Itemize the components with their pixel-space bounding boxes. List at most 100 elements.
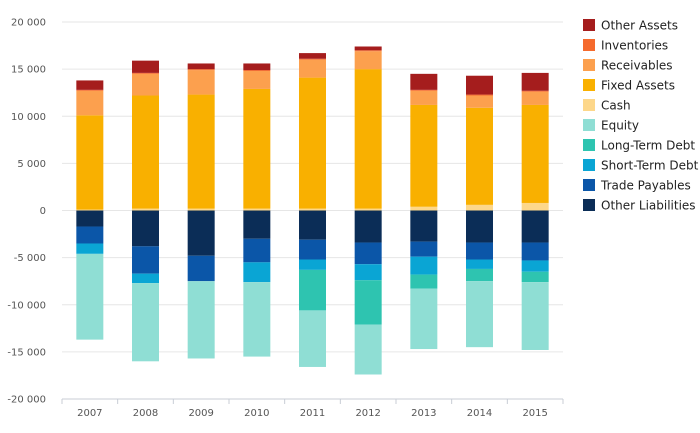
bar-segment-other-liabilities bbox=[243, 210, 271, 239]
legend-item: Equity bbox=[583, 119, 639, 133]
axis-layer: 20 000 15 000 10 000 5 000 0 -5 000 -10 000 -15… bbox=[7, 18, 564, 419]
bar-segment-trade-payables bbox=[299, 239, 326, 260]
y-tick-label: 20 000 bbox=[11, 18, 46, 29]
bar-segment-long-term-debt bbox=[466, 268, 493, 282]
bar-segment-cash bbox=[466, 204, 493, 211]
bar-segment-short-term-debt bbox=[76, 243, 104, 254]
legend-item: Short-Term Debt bbox=[583, 159, 699, 173]
bar-segment-long-term-debt bbox=[521, 271, 549, 283]
bar-segment-equity bbox=[466, 281, 493, 348]
bar-segment-trade-payables bbox=[76, 226, 104, 244]
bar-segment-receivables bbox=[132, 73, 159, 96]
x-tick-label: 2011 bbox=[300, 408, 325, 419]
bar-segment-equity bbox=[521, 282, 549, 350]
bar-segment-fixed-assets bbox=[76, 115, 104, 210]
bar-segment-receivables bbox=[354, 51, 382, 70]
bar-segment-other-liabilities bbox=[299, 210, 326, 240]
bar-segment-short-term-debt bbox=[243, 262, 271, 283]
bar-segment-trade-payables bbox=[410, 241, 438, 257]
legend-label: Equity bbox=[601, 119, 639, 133]
bar-segment-fixed-assets bbox=[132, 95, 159, 209]
bar-segment-other-assets bbox=[243, 63, 271, 71]
legend-label: Trade Payables bbox=[600, 179, 691, 193]
bar-segment-other-liabilities bbox=[410, 210, 438, 242]
legend-item: Inventories bbox=[583, 39, 668, 53]
bar-segment-fixed-assets bbox=[299, 77, 326, 209]
y-tick-label: 15 000 bbox=[11, 65, 46, 76]
legend-item: Other Assets bbox=[583, 19, 678, 33]
bar-segment-other-liabilities bbox=[521, 210, 549, 243]
bar-segment-trade-payables bbox=[521, 242, 549, 261]
bar-segment-receivables bbox=[299, 59, 326, 78]
legend-item: Cash bbox=[583, 99, 631, 113]
bar-segment-cash bbox=[299, 208, 326, 211]
bar-segment-receivables bbox=[521, 91, 549, 105]
x-tick-label: 2007 bbox=[77, 408, 102, 419]
bar-segment-other-assets bbox=[132, 60, 159, 73]
y-tick-label: -5 000 bbox=[14, 253, 46, 264]
legend-swatch bbox=[583, 119, 595, 131]
legend-label: Other Liabilities bbox=[601, 199, 696, 213]
y-tick-label: 5 000 bbox=[17, 159, 46, 170]
bar-segment-fixed-assets bbox=[466, 107, 493, 205]
bar-segment-other-liabilities bbox=[354, 210, 382, 243]
bar-segment-other-assets bbox=[187, 63, 215, 70]
legend-swatch bbox=[583, 19, 595, 31]
x-tick-label: 2008 bbox=[133, 408, 158, 419]
bar-segment-trade-payables bbox=[132, 246, 159, 274]
legend-swatch bbox=[583, 139, 595, 151]
bar-segment-equity bbox=[354, 324, 382, 375]
bar-segment-fixed-assets bbox=[187, 94, 215, 209]
legend-item: Long-Term Debt bbox=[583, 139, 695, 153]
bar-segment-receivables bbox=[243, 71, 271, 89]
bar-segment-short-term-debt bbox=[410, 256, 438, 275]
bar-segment-cash bbox=[243, 208, 271, 211]
bar-segment-equity bbox=[187, 281, 215, 359]
legend-swatch bbox=[583, 159, 595, 171]
bar-segment-receivables bbox=[187, 70, 215, 95]
bar-segment-trade-payables bbox=[187, 255, 215, 282]
bar-segment-long-term-debt bbox=[354, 280, 382, 325]
y-tick-label: -20 000 bbox=[7, 395, 46, 406]
bar-segment-short-term-debt bbox=[521, 260, 549, 272]
bar-segment-inventories bbox=[299, 58, 326, 60]
bar-segment-other-assets bbox=[521, 72, 549, 91]
x-tick-label: 2015 bbox=[522, 408, 547, 419]
bar-segment-equity bbox=[410, 288, 438, 350]
legend: Other Assets Inventories Receivables Fixed … bbox=[583, 19, 699, 213]
bar-segment-fixed-assets bbox=[354, 69, 382, 209]
bar-segment-short-term-debt bbox=[132, 273, 159, 284]
legend-swatch bbox=[583, 199, 595, 211]
bar-segment-short-term-debt bbox=[354, 264, 382, 281]
bar-segment-other-assets bbox=[466, 75, 493, 95]
bar-segment-trade-payables bbox=[243, 238, 271, 263]
legend-item: Other Liabilities bbox=[583, 199, 696, 213]
legend-label: Cash bbox=[601, 99, 631, 113]
bar-segment-equity bbox=[299, 310, 326, 367]
bar-segment-long-term-debt bbox=[299, 269, 326, 311]
legend-label: Inventories bbox=[601, 39, 668, 53]
bar-segment-other-liabilities bbox=[76, 210, 104, 227]
bar-segment-inventories bbox=[243, 70, 271, 72]
bar-segment-inventories bbox=[466, 94, 493, 96]
y-tick-label: 0 bbox=[40, 206, 46, 217]
bar-segment-receivables bbox=[76, 90, 104, 116]
bar-segment-receivables bbox=[466, 95, 493, 108]
bar-segment-fixed-assets bbox=[243, 88, 271, 209]
bar-segment-cash bbox=[354, 208, 382, 211]
bar-segment-cash bbox=[521, 202, 549, 211]
bar-segment-inventories bbox=[187, 69, 215, 71]
x-tick-label: 2010 bbox=[244, 408, 269, 419]
bar-segment-other-liabilities bbox=[132, 210, 159, 247]
bar-segment-fixed-assets bbox=[521, 104, 549, 203]
bar-segment-inventories bbox=[76, 89, 104, 91]
legend-item: Receivables bbox=[583, 59, 673, 73]
legend-swatch bbox=[583, 59, 595, 71]
bar-segment-trade-payables bbox=[466, 242, 493, 260]
x-tick-label: 2013 bbox=[411, 408, 436, 419]
y-tick-label: -15 000 bbox=[7, 347, 46, 358]
legend-label: Short-Term Debt bbox=[601, 159, 699, 173]
bar-segment-equity bbox=[76, 253, 104, 340]
bar-segment-equity bbox=[243, 282, 271, 357]
bar-segment-other-liabilities bbox=[187, 210, 215, 256]
